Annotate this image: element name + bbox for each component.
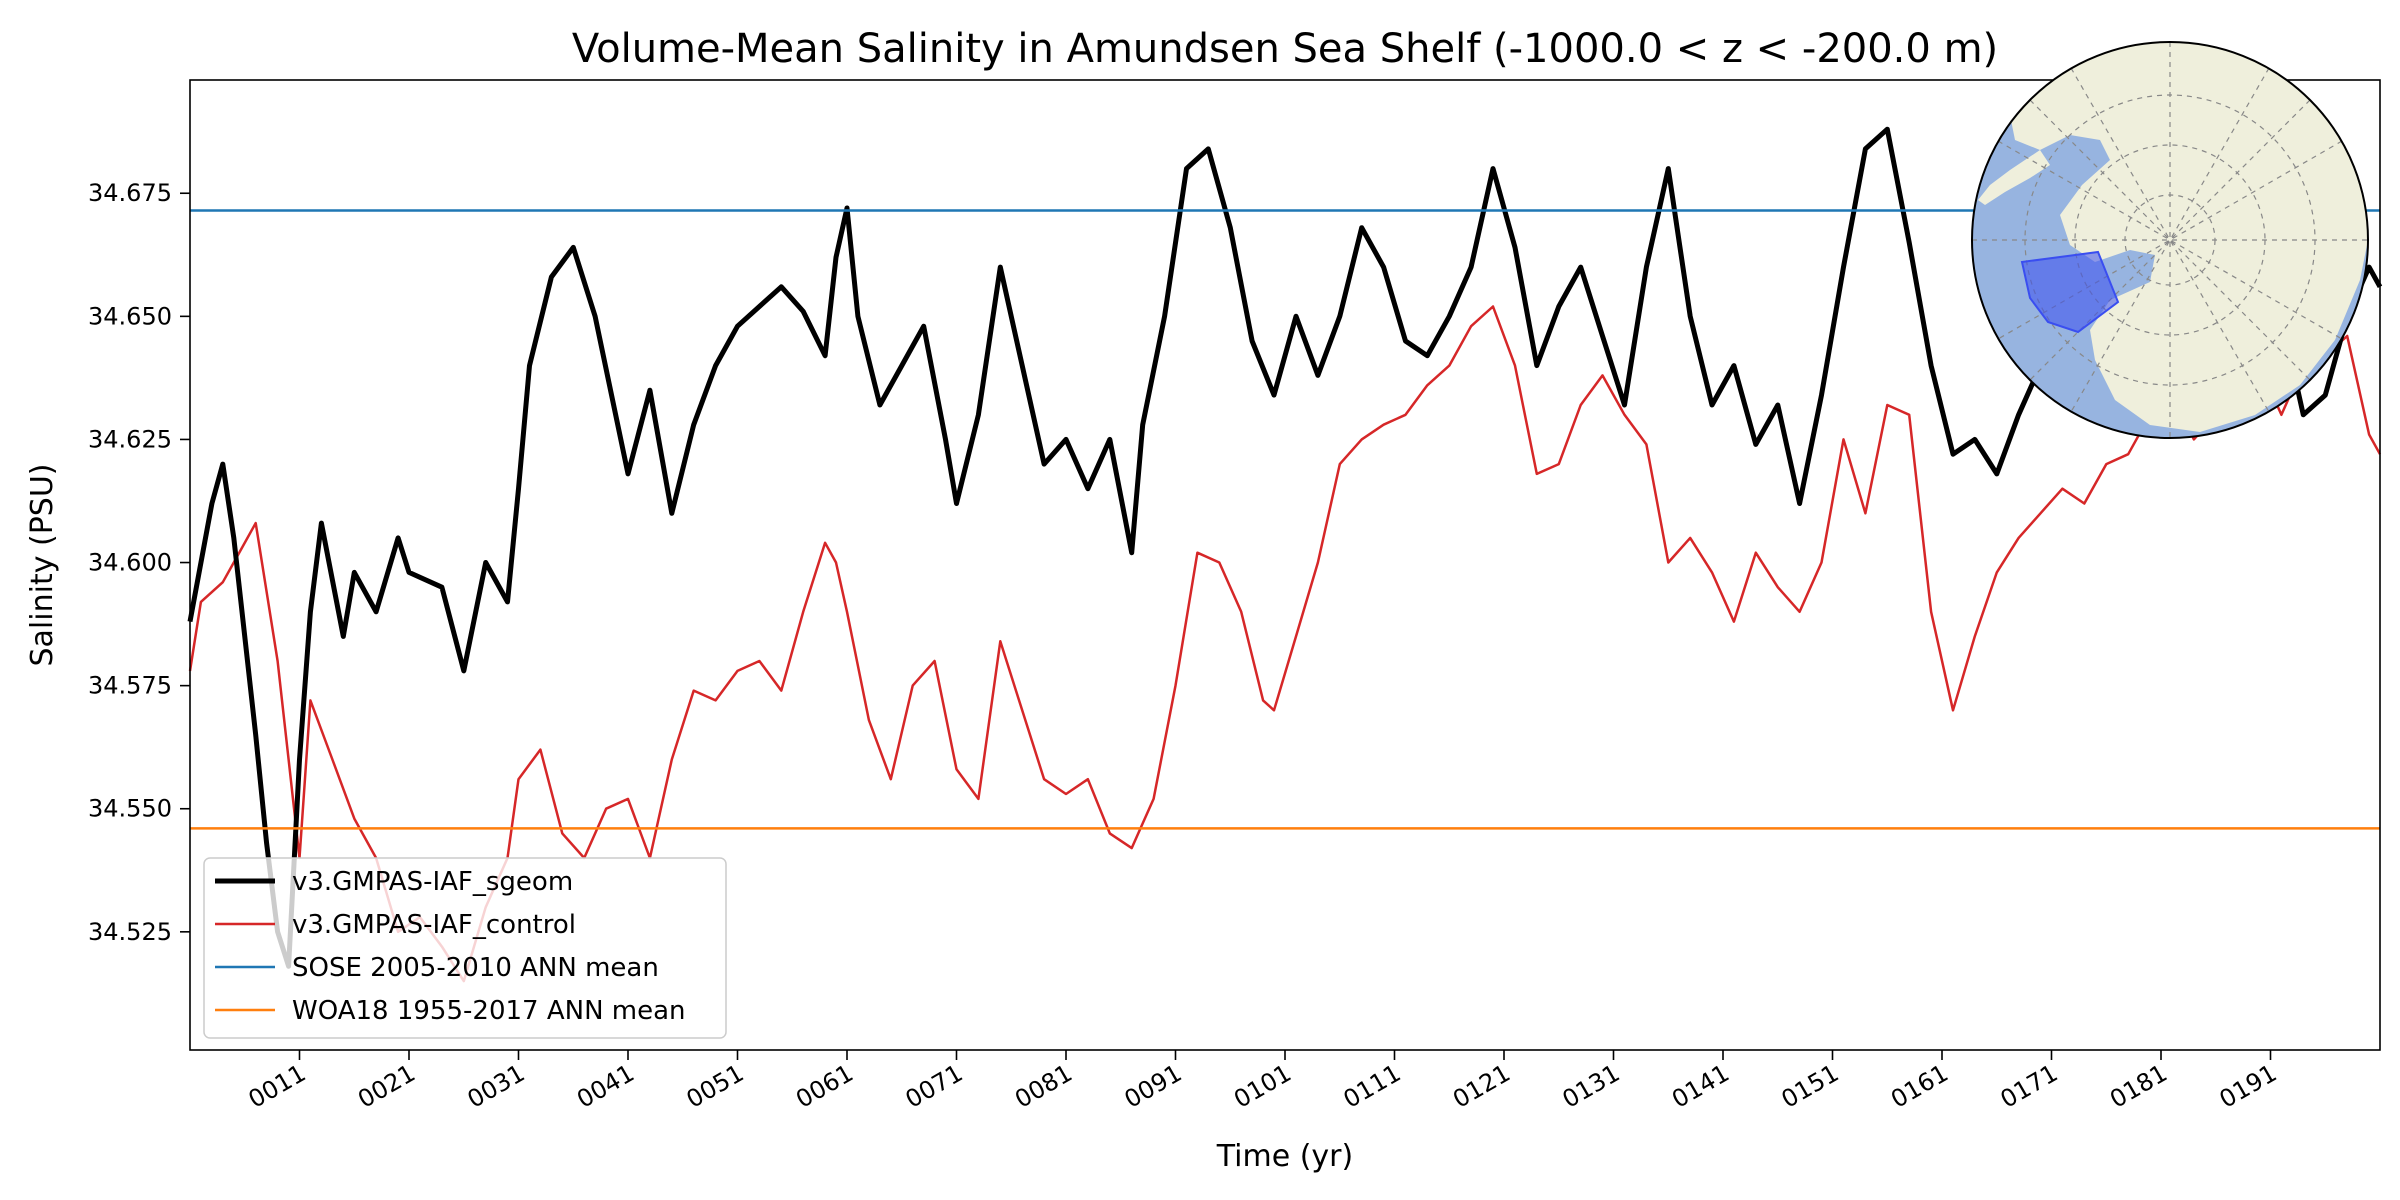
x-tick-label: 0081	[1010, 1059, 1077, 1114]
x-tick-label: 0071	[901, 1059, 968, 1114]
inset-border	[1971, 41, 2369, 439]
x-tick-label: 0181	[2105, 1059, 2172, 1114]
x-tick-label: 0111	[1339, 1059, 1406, 1114]
x-tick-label: 0131	[1558, 1059, 1625, 1114]
x-tick-label: 0101	[1229, 1059, 1296, 1114]
y-tick-label: 34.525	[88, 918, 172, 946]
y-tick-label: 34.575	[88, 672, 172, 700]
antarctica-inset-map	[1971, 41, 2369, 439]
series-line-control	[188, 305, 2382, 983]
x-tick-label: 0021	[353, 1059, 420, 1114]
legend-label-sose: SOSE 2005-2010 ANN mean	[292, 953, 659, 983]
y-tick-label: 34.650	[88, 302, 172, 330]
legend: v3.GMPAS-IAF_sgeom v3.GMPAS-IAF_control …	[203, 857, 727, 1039]
legend-box	[203, 857, 727, 1039]
y-tick-label: 34.600	[88, 549, 172, 577]
legend-label-sgeom: v3.GMPAS-IAF_sgeom	[292, 867, 573, 897]
series-layer	[187, 126, 2383, 983]
x-axis-ticks: 0011 0021 0031 0041 0051 0061 0071 0081 0091 0101…	[244, 1050, 2282, 1114]
x-tick-label: 0141	[1667, 1059, 1734, 1114]
x-tick-label: 0031	[463, 1059, 530, 1114]
series-line-sgeom	[187, 126, 2383, 969]
y-tick-label: 34.675	[88, 179, 172, 207]
x-tick-label: 0061	[791, 1059, 858, 1114]
x-tick-label: 0151	[1777, 1059, 1844, 1114]
legend-label-control: v3.GMPAS-IAF_control	[292, 910, 576, 940]
inset-antarctic-peninsula	[1978, 150, 2050, 205]
legend-label-woa18: WOA18 1955-2017 ANN mean	[292, 996, 686, 1026]
y-tick-label: 34.550	[88, 795, 172, 823]
y-axis-label: Salinity (PSU)	[25, 464, 60, 667]
inset-amundsen-region	[2020, 250, 2120, 334]
inset-antarctica-landmass	[2010, 42, 2368, 432]
chart-title: Volume-Mean Salinity in Amundsen Sea She…	[572, 26, 1998, 72]
x-tick-label: 0051	[682, 1059, 749, 1114]
x-tick-label: 0121	[1448, 1059, 1515, 1114]
x-tick-label: 0171	[1996, 1059, 2063, 1114]
x-tick-label: 0161	[1886, 1059, 1953, 1114]
x-axis-label: Time (yr)	[1216, 1139, 1353, 1174]
x-tick-label: 0041	[572, 1059, 639, 1114]
x-tick-label: 0011	[244, 1059, 311, 1114]
y-tick-label: 34.625	[88, 425, 172, 453]
x-tick-label: 0091	[1120, 1059, 1187, 1114]
x-tick-label: 0191	[2215, 1059, 2282, 1114]
y-axis-ticks: 34.525 34.550 34.575 34.600 34.625 34.650 34.6…	[88, 179, 190, 946]
